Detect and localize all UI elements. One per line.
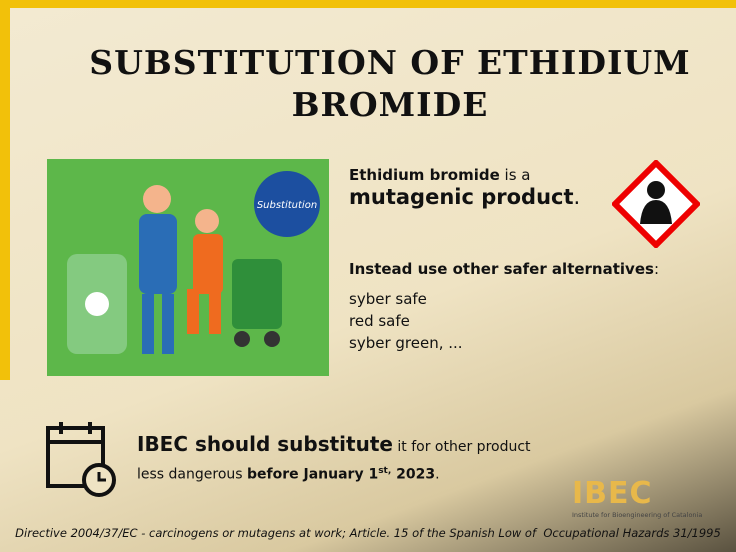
logo-tagline: Institute for Bioengineering of Cataloni… xyxy=(572,511,702,519)
list: syber safe red safe syber green, ... xyxy=(349,288,659,354)
logo-name: IBEC xyxy=(572,476,702,511)
date: before January 1 xyxy=(247,467,378,483)
body xyxy=(139,214,177,294)
leg xyxy=(162,294,174,354)
text: : xyxy=(654,260,659,278)
text: . xyxy=(574,185,581,209)
emphasis: mutagenic product xyxy=(349,185,574,209)
heading: Instead use other safer alternatives xyxy=(349,260,654,278)
leg xyxy=(209,289,221,334)
intro: Ethidium bromide is a mutagenic product. xyxy=(349,164,580,210)
head xyxy=(195,209,219,233)
badge-text: Substitution xyxy=(257,200,317,211)
illustration: Substitution xyxy=(47,159,329,376)
list-item: syber green, ... xyxy=(349,332,659,354)
list-item: red safe xyxy=(349,310,659,332)
list-item: syber safe xyxy=(349,288,659,310)
wheel xyxy=(234,331,250,347)
slide: SUBSTITUTION OF ETHIDIUM BROMIDE Substit… xyxy=(0,0,736,552)
head xyxy=(143,185,171,213)
superscript: st, xyxy=(378,466,391,476)
top-bar xyxy=(0,0,736,8)
subject: Ethidium bromide xyxy=(349,166,500,184)
body xyxy=(193,234,223,294)
barrel-logo xyxy=(85,292,109,316)
text: it for other product xyxy=(393,439,531,455)
alternatives: Instead use other safer alternatives: sy… xyxy=(349,258,659,354)
year: 2023 xyxy=(391,467,435,483)
calendar-icon xyxy=(45,420,117,498)
wheel xyxy=(264,331,280,347)
notice-lead: IBEC should substitute xyxy=(137,432,393,456)
leg xyxy=(142,294,154,354)
title: SUBSTITUTION OF ETHIDIUM BROMIDE xyxy=(60,42,720,126)
leg xyxy=(187,289,199,334)
logo: IBEC Institute for Bioengineering of Cat… xyxy=(572,476,702,519)
text: . xyxy=(435,467,439,483)
left-bar xyxy=(0,0,10,380)
footer: Directive 2004/37/EC - carcinogens or mu… xyxy=(0,526,736,540)
text: less dangerous xyxy=(137,467,247,483)
notice: IBEC should substitute it for other prod… xyxy=(137,432,531,487)
text: is a xyxy=(500,166,531,184)
cart xyxy=(232,259,282,329)
hazard-icon xyxy=(612,160,700,248)
hazard-head xyxy=(647,181,665,199)
